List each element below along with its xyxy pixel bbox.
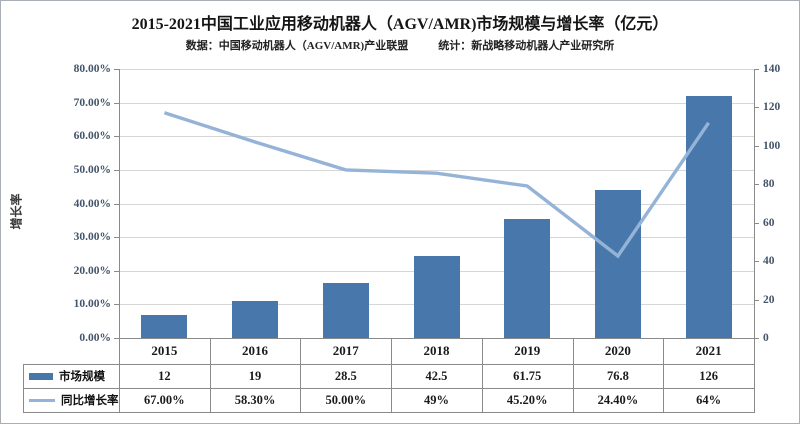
table-year-cell: 2015	[151, 343, 178, 358]
left-axis-tick-label: 80.00%	[73, 63, 111, 75]
right-axis-tick-mark	[754, 299, 759, 301]
frame-line	[23, 412, 755, 413]
table-growth-rate-cell: 45.20%	[506, 392, 548, 407]
table-year-cell: 2016	[242, 343, 269, 358]
table-year-cell: 2019	[514, 343, 541, 358]
left-axis-tick-label: 10.00%	[73, 298, 111, 311]
right-axis-tick-label: 60	[763, 216, 775, 229]
subtitle-stats: 统计：新战略移动机器人产业研究所	[438, 40, 615, 52]
frame-line	[391, 338, 393, 412]
gridline	[119, 69, 754, 70]
left-axis-tick-label: 70.00%	[73, 96, 111, 109]
growth-rate-line	[163, 111, 711, 259]
legend-label: 同比增长率	[61, 395, 119, 407]
left-axis-tick-label: 20.00%	[73, 264, 111, 277]
right-axis-tick-label: 80	[763, 178, 775, 191]
left-axis-title-wrap: 增长率	[3, 151, 29, 271]
bar-2021	[685, 95, 732, 338]
table-market-size-cell: 19	[248, 368, 262, 383]
gridline	[119, 169, 754, 171]
right-axis-tick-label: 0	[763, 332, 769, 344]
left-axis-tick-label: 0.00%	[79, 332, 111, 344]
table-market-size-cell: 61.75	[513, 368, 542, 383]
left-axis-tick-mark	[114, 338, 119, 339]
table-year-cell: 2021	[695, 343, 722, 358]
table-growth-rate-cell: 50.00%	[325, 392, 367, 407]
gridline	[119, 237, 754, 239]
frame-line	[23, 364, 24, 412]
table-year-cell: 2018	[423, 343, 450, 358]
right-axis-tick-mark	[754, 338, 759, 339]
table-market-size-cell: 126	[699, 368, 718, 383]
left-axis-tick-mark	[114, 169, 119, 171]
gridline	[119, 136, 754, 138]
left-axis-title: 增长率	[9, 192, 24, 230]
table-growth-rate-cell: 49%	[423, 392, 449, 407]
left-axis-tick-label: 30.00%	[73, 231, 111, 244]
frame-line	[481, 338, 483, 412]
gridline	[119, 203, 754, 205]
legend-market-size: 市场规模	[24, 364, 119, 388]
right-axis-tick-label: 100	[763, 139, 781, 152]
frame-line	[119, 338, 755, 339]
right-axis-tick-label: 40	[763, 255, 775, 268]
frame-line	[754, 69, 755, 412]
left-axis-tick-mark	[114, 203, 119, 205]
bar-2020	[594, 190, 641, 338]
left-axis-tick-mark	[114, 237, 119, 239]
left-axis-tick-label: 50.00%	[73, 163, 111, 176]
right-axis-tick-label: 20	[763, 293, 775, 306]
frame-line	[119, 69, 120, 412]
frame-line	[663, 338, 665, 412]
left-axis-tick-mark	[114, 136, 119, 138]
chart-title: 2015-2021中国工业应用移动机器人（AGV/AMR)市场规模与增长率（亿元…	[131, 16, 669, 33]
table-year-cell: 2017	[332, 343, 359, 358]
bar-2018	[413, 256, 460, 338]
table-market-size-cell: 76.8	[606, 368, 629, 383]
table-growth-rate-cell: 64%	[696, 392, 722, 407]
bar-2019	[504, 219, 551, 338]
frame-line	[209, 338, 211, 412]
market-size-swatch-icon	[29, 372, 53, 380]
left-axis-tick-mark	[114, 69, 119, 70]
subtitle-source: 数据：中国移动机器人（AGV/AMR)产业联盟	[185, 40, 409, 52]
right-axis-tick-label: 140	[763, 63, 781, 75]
table-market-size-cell: 28.5	[334, 368, 357, 383]
frame-line	[23, 364, 755, 365]
right-axis-tick-label: 120	[763, 101, 781, 114]
frame-line	[23, 388, 755, 389]
table-growth-rate-cell: 67.00%	[144, 392, 185, 407]
left-axis-tick-label: 60.00%	[73, 130, 111, 143]
right-axis-tick-mark	[754, 145, 759, 147]
frame-line	[572, 338, 574, 412]
left-axis-tick-label: 40.00%	[73, 197, 111, 210]
legend-growth-rate: 同比增长率	[24, 388, 119, 412]
left-axis-tick-mark	[114, 304, 119, 306]
table-year-cell: 2020	[604, 343, 631, 358]
bar-2016	[232, 301, 279, 338]
growth-rate-swatch-icon	[29, 398, 55, 402]
table-growth-rate-cell: 24.40%	[597, 392, 639, 407]
chart-subtitle: 数据：中国移动机器人（AGV/AMR)产业联盟 统计：新战略移动机器人产业研究所	[1, 37, 799, 53]
table-market-size-cell: 42.5	[425, 368, 448, 383]
table-growth-rate-cell: 58.30%	[234, 392, 276, 407]
table-market-size-cell: 12	[158, 368, 171, 383]
right-axis-tick-mark	[754, 69, 759, 70]
bar-2015	[141, 314, 188, 338]
gridline	[119, 102, 754, 104]
legend-label: 市场规模	[59, 371, 105, 383]
frame-line	[300, 338, 302, 412]
left-axis-tick-mark	[114, 270, 119, 272]
left-axis-tick-mark	[114, 102, 119, 104]
right-axis-tick-mark	[754, 107, 759, 109]
right-axis-tick-mark	[754, 261, 759, 263]
right-axis-tick-mark	[754, 184, 759, 186]
bar-2017	[322, 283, 369, 338]
right-axis-tick-mark	[754, 222, 759, 224]
